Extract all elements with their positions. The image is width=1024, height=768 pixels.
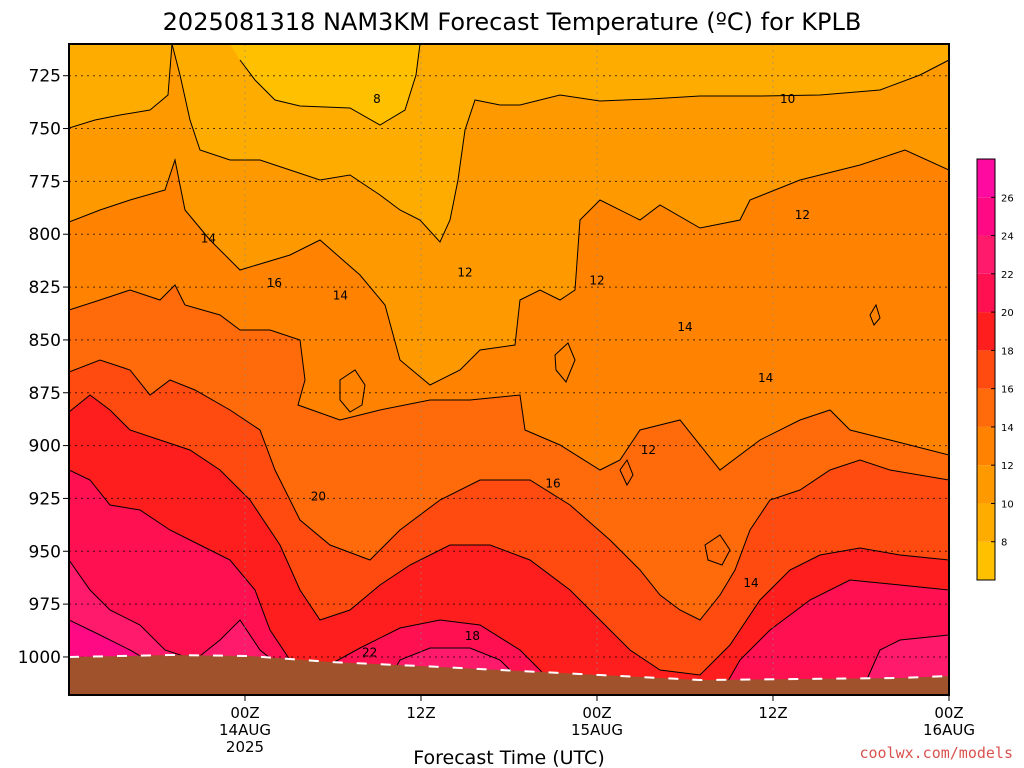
x-tick-label: 00Z <box>230 704 259 722</box>
ground-surface <box>69 655 949 695</box>
contour-label: 12 <box>457 265 472 279</box>
contour-label: 22 <box>362 646 377 660</box>
colorbar-band <box>977 541 995 580</box>
colorbar-tick-label: 22 <box>1001 270 1014 281</box>
plot-border <box>68 43 950 696</box>
contour-label: 16 <box>267 276 282 290</box>
band-20-22 <box>69 470 560 695</box>
colorbar-tick-label: 24 <box>1001 232 1014 243</box>
contour-label: 12 <box>589 274 604 288</box>
colorbar-band <box>977 426 995 466</box>
colorbar-tick-label: 20 <box>1001 308 1014 319</box>
colorbar: 8 10 12 14 16 18 20 22 24 26 <box>976 158 1014 581</box>
colorbar-band <box>977 350 995 389</box>
contour-label: 14 <box>758 371 773 385</box>
credit-link[interactable]: coolwx.com/models <box>859 744 1013 762</box>
plot-area: 810121212121414141414141616182022 <box>69 44 949 695</box>
y-tick-label: 850 <box>29 331 61 351</box>
y-tick-label: 875 <box>29 384 61 404</box>
x-tick-label: 00Z <box>582 704 611 722</box>
colorbar-band <box>977 388 995 427</box>
x-tick-label: 14AUG <box>219 721 271 739</box>
colorbar-tick-label: 10 <box>1001 499 1014 510</box>
x-tick-label: 12Z <box>758 704 787 722</box>
contour-label: 10 <box>780 92 795 106</box>
chart-title: 2025081318 NAM3KM Forecast Temperature (… <box>163 8 862 36</box>
contour-label: 14 <box>333 289 348 303</box>
y-tick-label: 975 <box>29 595 61 615</box>
time-gridlines <box>244 44 949 695</box>
colorbar-tick-label: 26 <box>1001 193 1014 204</box>
colorbar-tick-label: 14 <box>1001 423 1014 434</box>
contour-label: 14 <box>201 231 216 245</box>
x-tick-label: 00Z <box>934 704 963 722</box>
colorbar-band <box>977 465 995 504</box>
contour-labels: 810121212121414141414141616182022 <box>201 92 810 660</box>
x-tick-label: 16AUG <box>923 721 975 739</box>
colorbar-band <box>977 235 995 274</box>
band-6-8 <box>230 44 420 125</box>
colorbar-border <box>976 158 996 581</box>
contour-label: 20 <box>311 489 326 503</box>
y-tick-label: 900 <box>29 437 61 457</box>
colorbar-band <box>977 159 995 198</box>
y-tick-label: 725 <box>29 67 61 87</box>
y-tick-label: 950 <box>29 542 61 562</box>
colorbar-tick-label: 12 <box>1001 461 1014 472</box>
colorbar-band <box>977 503 995 542</box>
colorbar-tick-label: 16 <box>1001 385 1014 396</box>
y-tick-label: 925 <box>29 489 61 509</box>
y-axis: 725 750 775 800 825 850 875 900 925 950 975 1000 <box>18 67 69 668</box>
colorbar-band <box>977 197 995 236</box>
y-tick-label: 750 <box>29 120 61 140</box>
colorbar-tick-label: 18 <box>1001 346 1014 357</box>
x-tick-label: 12Z <box>406 704 435 722</box>
contour-label: 12 <box>641 443 656 457</box>
x-axis-label: Forecast Time (UTC) <box>413 747 604 768</box>
contour-label: 14 <box>677 320 692 334</box>
pressure-gridlines <box>69 75 949 658</box>
colorbar-band <box>977 312 995 351</box>
y-tick-label: 825 <box>29 278 61 298</box>
band-18-20 <box>69 395 949 695</box>
contour-label: 8 <box>373 92 381 106</box>
colorbar-band <box>977 273 995 313</box>
y-tick-label: 775 <box>29 172 61 192</box>
y-tick-label: 1000 <box>18 648 61 668</box>
x-tick-label: 15AUG <box>571 721 623 739</box>
y-tick-label: 800 <box>29 225 61 245</box>
contour-label: 14 <box>743 576 758 590</box>
x-tick-label: 2025 <box>226 738 264 756</box>
contour-label: 12 <box>795 208 810 222</box>
colorbar-tick-label: 8 <box>1001 538 1007 549</box>
contour-label: 18 <box>465 629 480 643</box>
contour-label: 16 <box>545 477 560 491</box>
